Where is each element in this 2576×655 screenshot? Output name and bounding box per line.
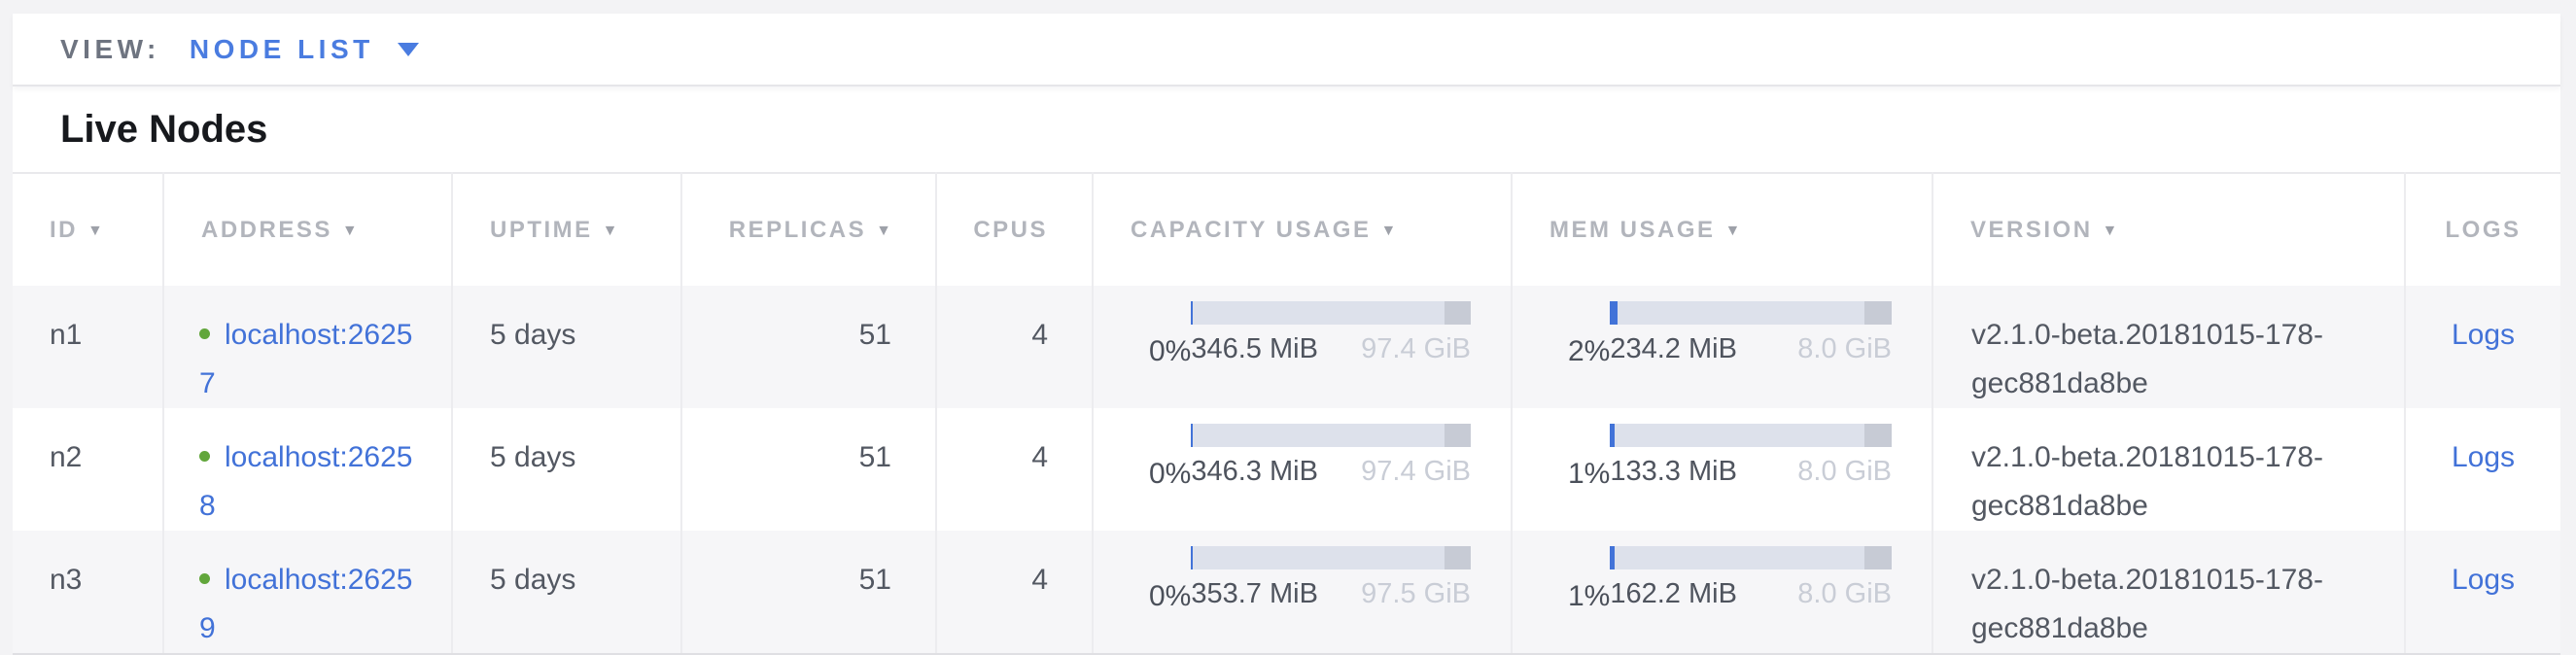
capacity-used-label: 353.7 MiB (1191, 578, 1318, 609)
column-header-address[interactable]: ADDRESS ▼ (163, 172, 453, 286)
capacity-bar (1191, 301, 1471, 325)
node-address-link[interactable]: localhost:26258 (199, 441, 413, 522)
column-header-uptime[interactable]: UPTIME ▼ (452, 172, 682, 286)
sort-arrow-icon[interactable]: ▼ (602, 222, 618, 239)
sort-arrow-icon[interactable]: ▼ (87, 222, 103, 239)
capacity-bar-used (1191, 301, 1194, 325)
capacity-percent: 0% (1149, 458, 1192, 490)
node-status-icon (199, 573, 210, 584)
mem-usage-cell: 1% 133.3 MiB 8.0 GiB (1512, 408, 1933, 531)
mem-bar-reserved (1864, 424, 1892, 447)
capacity-bar-reserved (1444, 424, 1471, 447)
live-nodes-card: VIEW: NODE LIST Live Nodes ID ▼ ADDRESS ▼ … (13, 14, 2560, 655)
replicas-cell: 51 (681, 408, 937, 531)
table-header-row: ID ▼ ADDRESS ▼ UPTIME ▼ REPLICAS ▼ CPUS CAPA… (13, 172, 2560, 286)
sort-arrow-icon[interactable]: ▼ (2102, 222, 2118, 239)
column-header-logs: LOGS (2405, 172, 2560, 286)
mem-bar-reserved (1864, 546, 1892, 569)
node-id-cell: n2 (13, 408, 164, 531)
replicas-cell: 51 (681, 286, 937, 408)
logs-link[interactable]: Logs (2451, 564, 2516, 596)
node-address-cell: localhost:26257 (163, 286, 453, 408)
mem-usage-cell: 1% 162.2 MiB 8.0 GiB (1512, 531, 1933, 655)
mem-percent: 1% (1568, 458, 1611, 490)
node-id-cell: n1 (13, 286, 164, 408)
mem-bar (1610, 301, 1892, 325)
column-header-cpus: CPUS (936, 172, 1094, 286)
logs-cell: Logs (2405, 408, 2560, 531)
capacity-percent: 0% (1149, 580, 1192, 612)
version-cell: v2.1.0-beta.20181015-178-gec881da8be (1932, 531, 2406, 655)
capacity-percent: 0% (1149, 335, 1192, 367)
dropdown-caret-icon[interactable] (397, 42, 419, 56)
node-address-cell: localhost:26259 (163, 531, 453, 655)
capacity-bar-used (1191, 424, 1194, 447)
version-cell: v2.1.0-beta.20181015-178-gec881da8be (1932, 286, 2406, 408)
mem-total-label: 8.0 GiB (1797, 333, 1892, 364)
uptime-cell: 5 days (452, 408, 682, 531)
capacity-usage-cell: 0% 346.3 MiB 97.4 GiB (1093, 408, 1513, 531)
table-row-n2: n2 localhost:26258 5 days 51 4 0% 346.3 … (13, 408, 2560, 531)
mem-bar (1610, 424, 1892, 447)
mem-percent: 1% (1568, 580, 1611, 612)
capacity-used-label: 346.3 MiB (1191, 456, 1318, 487)
mem-bar-reserved (1864, 301, 1892, 325)
column-header-capacity-usage[interactable]: CAPACITY USAGE ▼ (1093, 172, 1513, 286)
column-header-replicas[interactable]: REPLICAS ▼ (681, 172, 937, 286)
capacity-total-label: 97.4 GiB (1361, 333, 1471, 364)
mem-percent: 2% (1568, 335, 1611, 367)
node-list-table: ID ▼ ADDRESS ▼ UPTIME ▼ REPLICAS ▼ CPUS CAPA… (13, 172, 2560, 655)
logs-link[interactable]: Logs (2451, 441, 2516, 473)
sort-arrow-icon[interactable]: ▼ (1724, 222, 1741, 239)
node-status-icon (199, 451, 210, 462)
column-header-version[interactable]: VERSION ▼ (1932, 172, 2406, 286)
sort-arrow-icon[interactable]: ▼ (1380, 222, 1397, 239)
view-label: VIEW: (60, 33, 160, 64)
capacity-total-label: 97.5 GiB (1361, 578, 1471, 609)
mem-bar-used (1610, 546, 1616, 569)
mem-total-label: 8.0 GiB (1797, 578, 1892, 609)
column-header-id[interactable]: ID ▼ (13, 172, 164, 286)
mem-bar-used (1610, 424, 1616, 447)
mem-total-label: 8.0 GiB (1797, 456, 1892, 487)
capacity-usage-cell: 0% 346.5 MiB 97.4 GiB (1093, 286, 1513, 408)
view-dropdown[interactable]: NODE LIST (189, 33, 374, 64)
logs-link[interactable]: Logs (2451, 319, 2516, 351)
version-cell: v2.1.0-beta.20181015-178-gec881da8be (1932, 408, 2406, 531)
uptime-cell: 5 days (452, 531, 682, 655)
capacity-bar-reserved (1444, 301, 1471, 325)
node-status-icon (199, 328, 210, 339)
view-selector-bar: VIEW: NODE LIST (13, 14, 2560, 86)
node-id-cell: n3 (13, 531, 164, 655)
mem-usage-cell: 2% 234.2 MiB 8.0 GiB (1512, 286, 1933, 408)
capacity-used-label: 346.5 MiB (1191, 333, 1318, 364)
node-address-cell: localhost:26258 (163, 408, 453, 531)
logs-cell: Logs (2405, 531, 2560, 655)
cpus-cell: 4 (936, 531, 1094, 655)
capacity-bar-used (1191, 546, 1194, 569)
uptime-cell: 5 days (452, 286, 682, 408)
capacity-bar (1191, 424, 1471, 447)
replicas-cell: 51 (681, 531, 937, 655)
logs-cell: Logs (2405, 286, 2560, 408)
mem-used-label: 162.2 MiB (1610, 578, 1737, 609)
capacity-bar-reserved (1444, 546, 1471, 569)
mem-used-label: 234.2 MiB (1610, 333, 1737, 364)
mem-bar-used (1610, 301, 1619, 325)
node-address-link[interactable]: localhost:26259 (199, 564, 413, 644)
table-row-n3: n3 localhost:26259 5 days 51 4 0% 353.7 … (13, 531, 2560, 655)
cpus-cell: 4 (936, 286, 1094, 408)
sort-arrow-icon[interactable]: ▼ (341, 222, 358, 239)
mem-bar (1610, 546, 1892, 569)
cpus-cell: 4 (936, 408, 1094, 531)
sort-arrow-icon[interactable]: ▼ (876, 222, 891, 239)
table-row-n1: n1 localhost:26257 5 days 51 4 0% 346.5 … (13, 286, 2560, 408)
column-header-mem-usage[interactable]: MEM USAGE ▼ (1512, 172, 1933, 286)
capacity-usage-cell: 0% 353.7 MiB 97.5 GiB (1093, 531, 1513, 655)
page-title: Live Nodes (60, 107, 268, 151)
node-address-link[interactable]: localhost:26257 (199, 319, 413, 399)
capacity-total-label: 97.4 GiB (1361, 456, 1471, 487)
capacity-bar (1191, 546, 1471, 569)
mem-used-label: 133.3 MiB (1610, 456, 1737, 487)
